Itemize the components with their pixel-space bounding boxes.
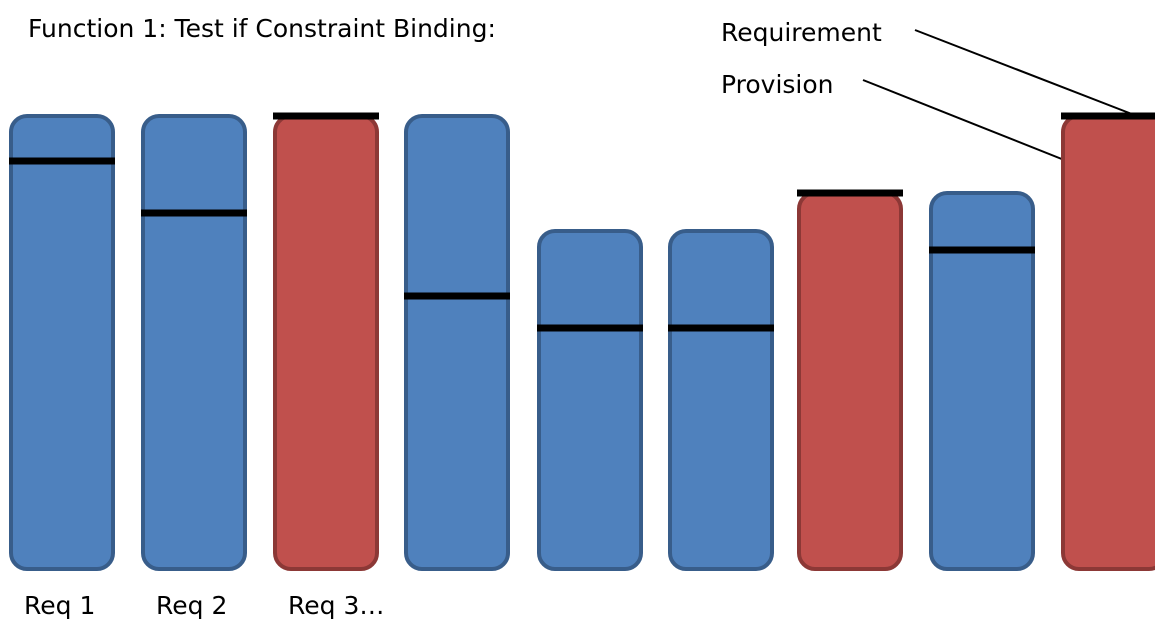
requirement-leader-line — [914, 29, 1138, 117]
bar-label-2: Req 2 — [156, 591, 227, 619]
diagram-title: Function 1: Test if Constraint Binding: — [28, 14, 496, 43]
requirement-label: Requirement — [721, 18, 882, 47]
bar-label-1: Req 1 — [24, 591, 95, 619]
provision-bar-6 — [668, 229, 774, 571]
provision-bar-9 — [1061, 114, 1155, 571]
provision-label: Provision — [721, 70, 834, 99]
provision-bar-1 — [9, 114, 115, 571]
bar-labels-group: Req 1 Req 2 Req 3… — [24, 591, 384, 619]
bar-label-3: Req 3… — [288, 591, 384, 619]
bars-group — [9, 112, 1155, 571]
provision-bar-2 — [141, 114, 247, 571]
provision-bar-8 — [929, 191, 1035, 571]
provision-bar-5 — [537, 229, 643, 571]
provision-bar-3 — [273, 114, 379, 571]
provision-bar-7 — [797, 191, 903, 571]
provision-bar-4 — [404, 114, 510, 571]
